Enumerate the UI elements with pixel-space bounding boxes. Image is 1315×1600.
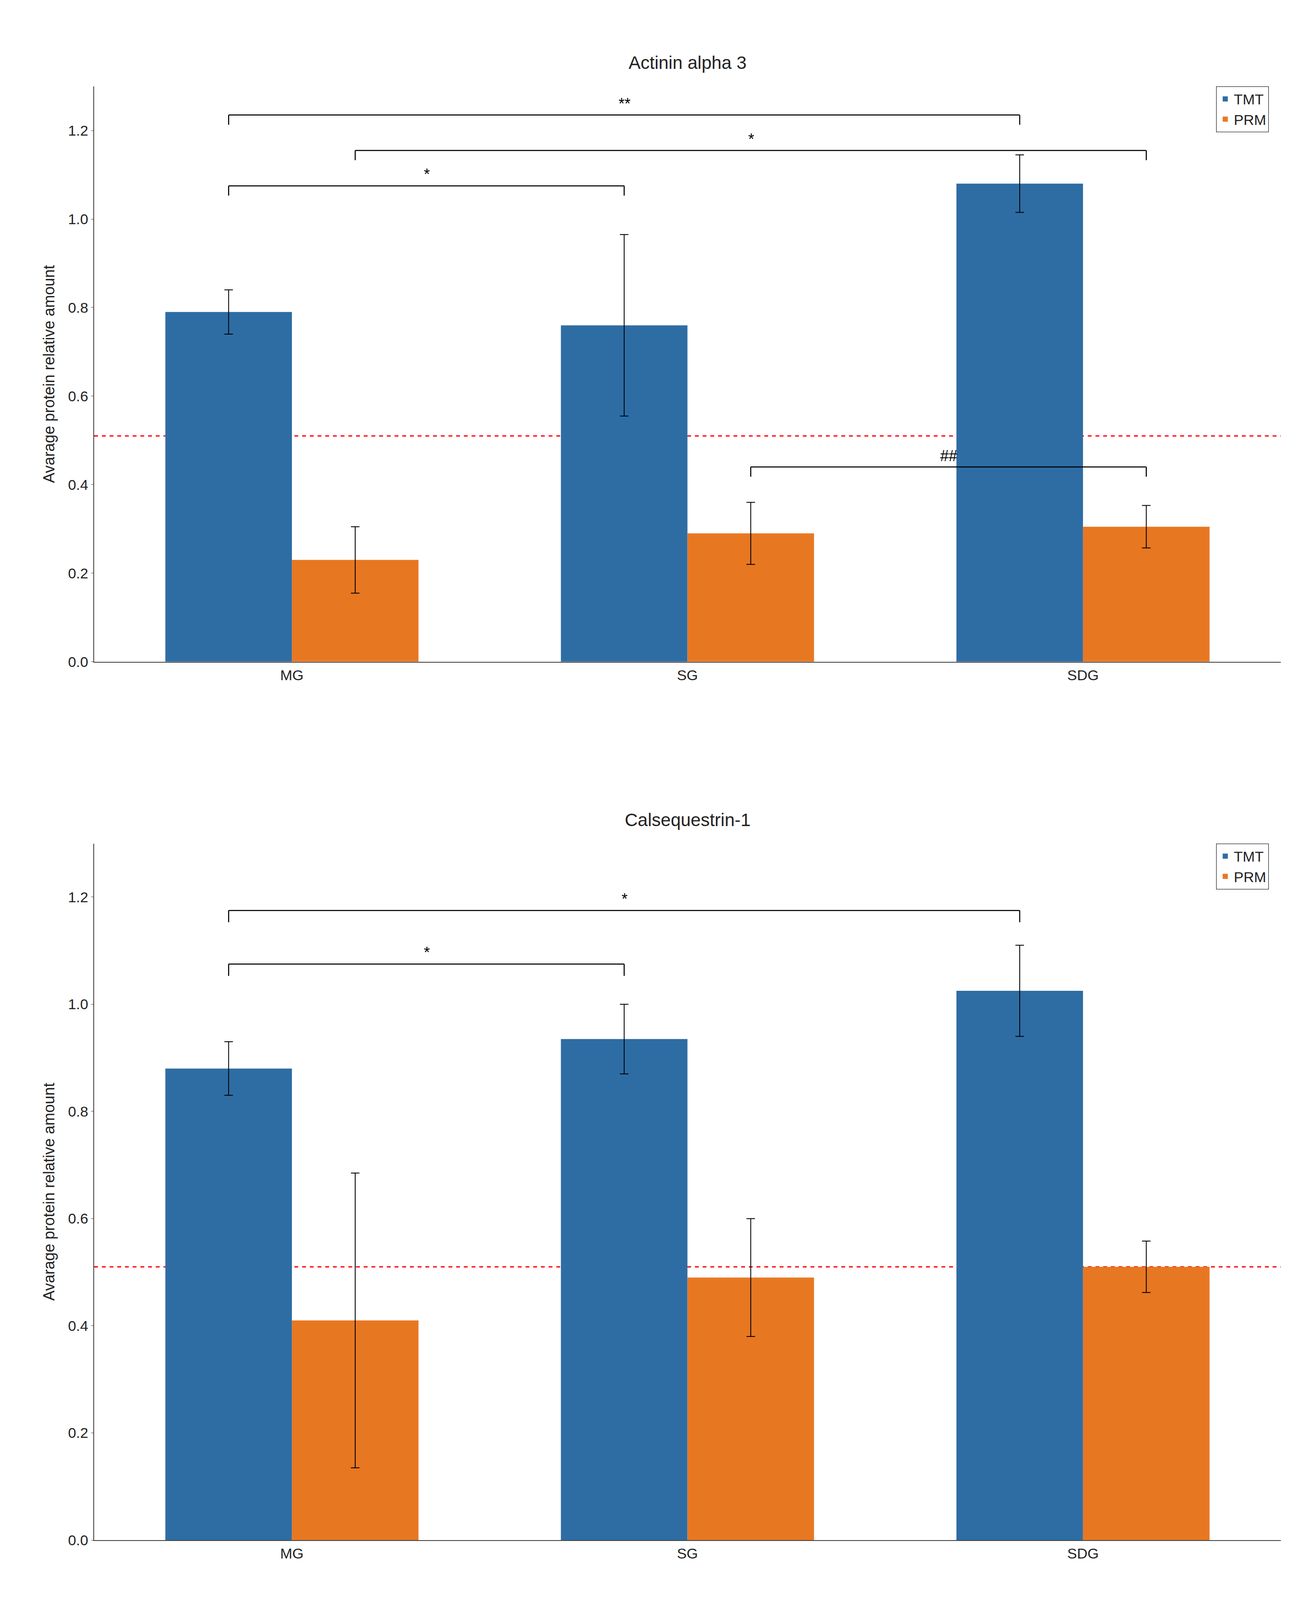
svg-text:**: **	[617, 94, 631, 113]
svg-text:SG: SG	[676, 667, 698, 684]
svg-text:*: *	[620, 890, 628, 909]
svg-text:0.8: 0.8	[68, 299, 89, 316]
svg-text:PRM: PRM	[1233, 869, 1267, 886]
svg-text:TMT: TMT	[1233, 848, 1264, 865]
svg-text:0.0: 0.0	[68, 653, 89, 671]
svg-text:0.2: 0.2	[68, 1424, 89, 1442]
svg-text:TMT: TMT	[1233, 91, 1264, 108]
svg-text:1.0: 1.0	[68, 996, 89, 1013]
svg-text:##: ##	[940, 447, 958, 465]
svg-text:1.2: 1.2	[68, 889, 89, 906]
svg-text:1.0: 1.0	[68, 210, 89, 228]
svg-text:*: *	[747, 130, 754, 149]
svg-text:Actinin alpha 3: Actinin alpha 3	[628, 52, 747, 73]
svg-text:SDG: SDG	[1067, 667, 1099, 684]
svg-text:0.2: 0.2	[68, 565, 89, 582]
svg-text:0.4: 0.4	[68, 1317, 89, 1335]
svg-text:0.4: 0.4	[68, 476, 89, 493]
svg-text:0.6: 0.6	[68, 388, 89, 405]
svg-text:Avarage protein relative amoun: Avarage protein relative amount	[40, 264, 58, 484]
svg-text:SDG: SDG	[1067, 1545, 1099, 1562]
svg-text:0.0: 0.0	[68, 1532, 89, 1549]
svg-text:MG: MG	[280, 667, 304, 684]
svg-text:0.8: 0.8	[68, 1103, 89, 1120]
svg-text:1.2: 1.2	[68, 122, 89, 139]
svg-text:*: *	[423, 943, 430, 962]
svg-text:Avarage protein relative amoun: Avarage protein relative amount	[40, 1083, 58, 1302]
svg-text:PRM: PRM	[1233, 111, 1267, 128]
svg-text:*: *	[423, 165, 430, 184]
svg-text:0.6: 0.6	[68, 1210, 89, 1227]
svg-text:Calsequestrin-1: Calsequestrin-1	[624, 810, 751, 831]
svg-text:SG: SG	[676, 1545, 698, 1562]
svg-text:MG: MG	[280, 1545, 304, 1562]
